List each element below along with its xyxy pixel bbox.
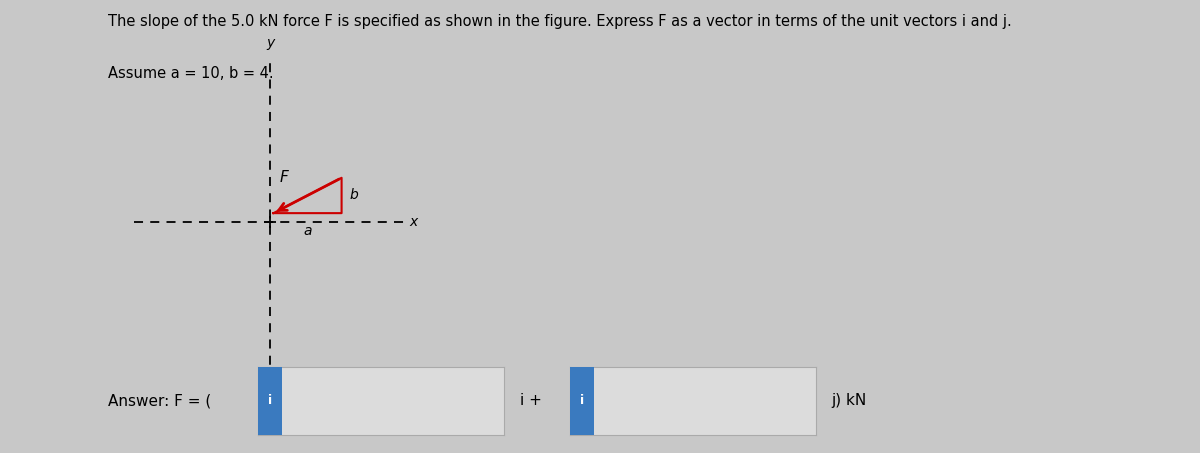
Text: x: x [409, 215, 418, 229]
Text: The slope of the 5.0 kN force F is specified as shown in the figure. Express F a: The slope of the 5.0 kN force F is speci… [108, 14, 1012, 29]
Text: Assume a = 10, b = 4.: Assume a = 10, b = 4. [108, 66, 274, 81]
Text: Answer: F = (: Answer: F = ( [108, 393, 211, 409]
Text: j) kN: j) kN [832, 393, 866, 409]
Text: i: i [268, 395, 272, 407]
Text: a: a [304, 224, 312, 238]
Text: i +: i + [520, 393, 541, 409]
Text: i: i [580, 395, 584, 407]
Text: y: y [266, 36, 274, 50]
Text: b: b [349, 188, 359, 202]
Text: F: F [280, 170, 288, 185]
